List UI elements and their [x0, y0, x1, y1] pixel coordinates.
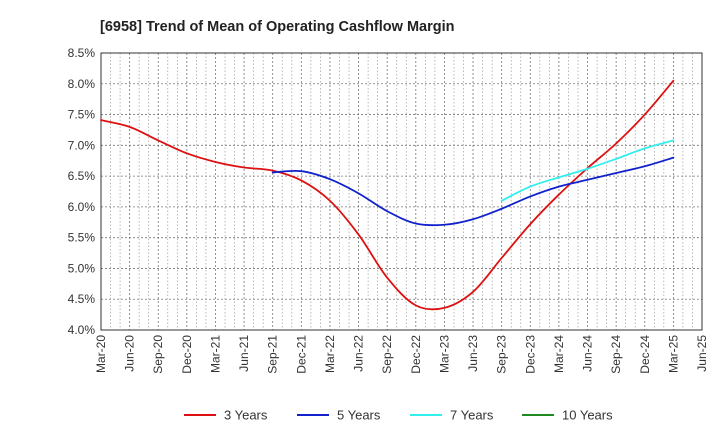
y-tick-label: 5.0% [68, 261, 96, 275]
x-tick-label: Sep-21 [266, 335, 280, 374]
series-line-7-years [500, 139, 675, 202]
x-tick-label: Dec-21 [294, 335, 308, 374]
x-tick-label: Jun-20 [123, 335, 137, 372]
x-tick-label: Jun-25 [695, 335, 709, 372]
x-tick-label: Sep-20 [151, 335, 165, 374]
grid [100, 52, 703, 331]
x-tick-label: Jun-24 [581, 335, 595, 372]
legend-label-10-years: 10 Years [562, 408, 613, 423]
series-line-3-years [100, 79, 675, 311]
chart-title: [6958] Trend of Mean of Operating Cashfl… [100, 19, 455, 35]
y-tick-label: 5.5% [68, 231, 96, 245]
x-tick-label: Dec-23 [523, 335, 537, 374]
y-tick-label: 6.5% [68, 169, 96, 183]
x-tick-label: Mar-23 [437, 335, 451, 373]
x-tick-label: Mar-21 [208, 335, 222, 373]
y-tick-label: 8.0% [68, 77, 96, 91]
plot-area-border [100, 52, 703, 331]
legend-label-3-years: 3 Years [224, 408, 268, 423]
legend-label-7-years: 7 Years [450, 408, 494, 423]
legend: 3 Years 5 Years 7 Years 10 Years [184, 408, 613, 423]
y-tick-label: 4.5% [68, 292, 96, 306]
x-tick-label: Sep-24 [609, 335, 623, 374]
legend-label-5-years: 5 Years [337, 408, 381, 423]
x-tick-label: Dec-22 [409, 335, 423, 374]
x-tick-label: Sep-23 [495, 335, 509, 374]
x-tick-label: Sep-22 [380, 335, 394, 374]
series-line-5-years [271, 156, 675, 227]
x-tick-label: Mar-24 [552, 335, 566, 373]
x-tick-label: Jun-23 [466, 335, 480, 372]
x-tick-label: Dec-24 [638, 335, 652, 374]
series-lines [100, 79, 675, 311]
y-tick-label: 4.0% [68, 323, 96, 337]
y-tick-label: 7.0% [68, 138, 96, 152]
x-tick-label: Mar-22 [323, 335, 337, 373]
y-tick-label: 7.5% [68, 108, 96, 122]
y-tick-label: 8.5% [68, 46, 96, 60]
x-tick-label: Mar-25 [666, 335, 680, 373]
x-tick-label: Mar-20 [94, 335, 108, 373]
x-tick-label: Jun-22 [352, 335, 366, 372]
x-tick-label: Dec-20 [180, 335, 194, 374]
y-tick-label: 6.0% [68, 200, 96, 214]
axes: 4.0% 4.5% 5.0% 5.5% 6.0% 6.5% 7.0% 7.5% 8.0% 8.5%… [68, 46, 709, 374]
x-tick-label: Jun-21 [237, 335, 251, 372]
